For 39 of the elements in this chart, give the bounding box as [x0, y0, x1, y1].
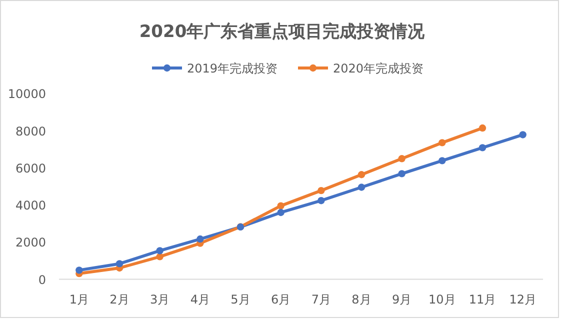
point: [398, 170, 406, 178]
y-tick-label: 8000: [15, 124, 46, 138]
point: [76, 266, 83, 274]
y-tick-label: 0: [38, 272, 46, 287]
point: [116, 260, 124, 268]
x-tick-label: 4月: [190, 292, 210, 306]
y-tick-label: 6000: [15, 161, 46, 176]
point: [478, 144, 486, 152]
point: [358, 171, 366, 178]
x-tick-label: 8月: [352, 292, 372, 306]
point: [318, 197, 325, 204]
point: [196, 235, 204, 243]
point: [438, 157, 446, 164]
x-tick-label: 1月: [69, 292, 89, 306]
y-tick-label: 2000: [15, 236, 46, 250]
point: [478, 124, 486, 132]
point: [156, 247, 164, 254]
x-tick-label: 2月: [110, 292, 130, 306]
x-tick-label: 6月: [271, 292, 291, 306]
x-tick-label: 12月: [509, 292, 536, 306]
x-tick-label: 7月: [311, 292, 331, 306]
legend-label: 2020年完成投资: [333, 62, 424, 76]
legend-label: 2019年完成投资: [187, 62, 278, 76]
x-tick-label: 9月: [392, 292, 412, 306]
x-tick-label: 3月: [150, 292, 170, 306]
point: [438, 139, 446, 146]
y-tick-label: 10000: [8, 87, 46, 102]
point: [156, 253, 164, 260]
point: [398, 155, 406, 162]
y-tick-label: 4000: [15, 198, 46, 213]
point: [277, 208, 284, 216]
point: [519, 131, 526, 138]
point: [277, 202, 284, 210]
x-tick-label: 10月: [428, 292, 456, 306]
x-tick-label: 5月: [230, 292, 250, 306]
x-tick-label: 11月: [468, 292, 496, 306]
point: [358, 184, 366, 191]
chart-title: 2020年广东省重点项目完成投资情况: [139, 22, 426, 42]
point: [318, 186, 325, 194]
